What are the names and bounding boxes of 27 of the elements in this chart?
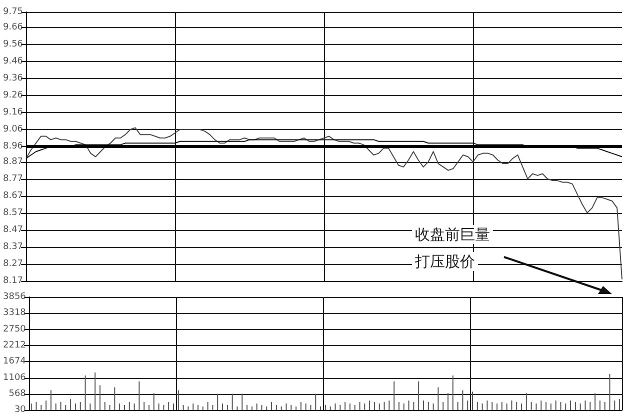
y-tick-label: 8.37 — [2, 242, 24, 252]
y-tick-label: 9.16 — [2, 107, 24, 118]
y-tick-label: 8.17 — [2, 276, 24, 286]
y-tick-label: 8.47 — [2, 224, 24, 235]
y-tick-label: 2750 — [3, 324, 26, 335]
y-tick-label: 8.87 — [2, 156, 24, 167]
y-tick-label: 8.96 — [2, 142, 24, 152]
annotation: 收盘前巨量 — [415, 226, 490, 244]
annotation: 打压股价 — [414, 252, 475, 270]
y-tick-label: 3856 — [3, 292, 26, 302]
y-tick-label: 9.26 — [2, 90, 24, 100]
y-tick-label: 30 — [14, 405, 26, 415]
y-tick-label: 8.57 — [2, 208, 24, 218]
y-tick-label: 9.46 — [2, 56, 24, 66]
y-tick-label: 9.66 — [2, 22, 24, 32]
y-tick-label: 3318 — [3, 308, 26, 318]
y-tick-label: 9.36 — [2, 73, 24, 84]
y-tick-label: 2212 — [3, 340, 26, 351]
y-tick-label: 8.27 — [2, 258, 24, 269]
y-tick-label: 1674 — [3, 356, 26, 366]
y-tick-label: 9.06 — [2, 124, 24, 134]
y-tick-label: 568 — [8, 389, 26, 400]
y-tick-label: 9.75 — [2, 7, 24, 17]
y-tick-label: 9.56 — [2, 39, 24, 50]
y-tick-label: 8.77 — [2, 174, 24, 184]
y-tick-label: 1106 — [3, 373, 26, 384]
y-tick-label: 8.67 — [2, 190, 24, 201]
